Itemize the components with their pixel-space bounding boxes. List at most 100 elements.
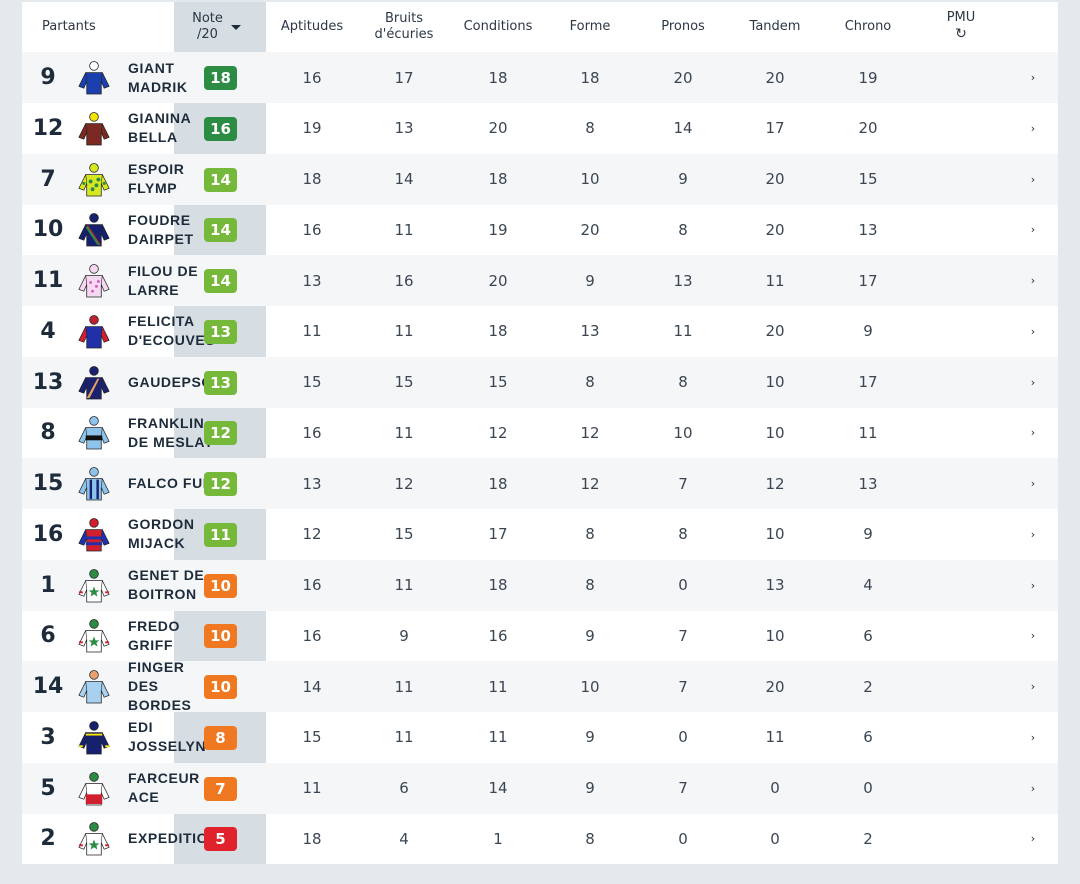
jockey-silk-icon [78,466,110,502]
refresh-icon[interactable]: ↻ [955,26,967,42]
table-row[interactable]: 9 GIANT MADRIK 18 16 17 18 18 20 20 19 › [22,52,1058,103]
score-conditions: 20 [488,271,508,290]
horse-name[interactable]: GORDON MIJACK [128,509,220,560]
table-row[interactable]: 14 FINGER DES BORDES 10 14 11 11 10 7 20 2 › [22,659,1058,713]
horse-name[interactable]: FARCEUR ACE [128,763,220,814]
score-forme: 18 [580,68,600,87]
note-badge: 10 [204,573,237,598]
note-badge: 10 [204,624,237,649]
table-row[interactable]: 7 ESPOIR FLYMP 14 18 14 18 10 9 20 15 › [22,153,1058,205]
header-tandem[interactable]: Tandem [729,2,821,52]
chevron-right-icon[interactable]: › [1030,781,1036,795]
horse-name[interactable]: FRANKLIN DE MESLAY [128,407,220,458]
chevron-right-icon[interactable]: › [1030,121,1036,135]
horse-name-text: EXPEDITION [128,830,219,847]
chevron-right-icon[interactable]: › [1030,680,1036,693]
score-bruits: 9 [399,626,409,645]
table-row[interactable]: 10 FOUDRE DAIRPET 14 16 11 19 20 8 20 13 › [22,204,1058,255]
score-forme: 9 [585,271,595,290]
score-tandem: 12 [765,474,785,493]
score-bruits: 11 [394,728,414,747]
table-row[interactable]: 12 GIANINA BELLA 16 19 13 20 8 14 17 20 › [22,103,1058,154]
horse-name[interactable]: FINGER DES BORDES [128,659,220,713]
horse-name[interactable]: GIANT MADRIK [128,52,220,103]
score-chrono: 9 [863,525,873,544]
header-note-scale: /20 [197,27,218,42]
score-conditions: 12 [488,423,508,442]
header-pmu-label: PMU [946,10,976,25]
horse-name[interactable]: GAUDEPSO [128,357,220,408]
chevron-right-icon[interactable]: › [1030,426,1036,440]
chevron-right-icon[interactable]: › [1030,274,1036,287]
table-row[interactable]: 6 FREDO GRIFF 10 16 9 16 9 7 10 6 › [22,610,1058,661]
chevron-right-icon[interactable]: › [1030,730,1036,744]
sort-desc-icon [231,25,241,30]
chevron-right-icon[interactable]: › [1030,375,1036,389]
table-row[interactable]: 15 FALCO FUN 12 13 12 18 12 7 12 13 › [22,458,1058,509]
horse-name[interactable]: GIANINA BELLA [128,103,220,154]
header-chrono[interactable]: Chrono [822,2,914,52]
chevron-right-icon[interactable]: › [1030,527,1036,541]
table-row[interactable]: 4 FELICITA D'ECOUVES 13 11 11 18 13 11 20 9 › [22,306,1058,357]
runner-number: 4 [40,318,56,344]
header-bruits-label-2: d'écuries [374,27,434,42]
score-conditions: 11 [488,728,508,747]
chevron-right-icon[interactable]: › [1030,71,1036,84]
table-row[interactable]: 3 EDI JOSSELYN 8 15 11 11 9 0 11 6 › [22,712,1058,763]
horse-name[interactable]: FOUDRE DAIRPET [128,204,220,255]
horse-name[interactable]: FALCO FUN [128,458,220,509]
header-chrono-label: Chrono [844,19,892,34]
header-aptitudes[interactable]: Aptitudes [266,2,358,52]
chevron-right-icon[interactable]: › [1030,223,1036,237]
score-pronos: 7 [678,677,688,696]
score-aptitudes: 11 [302,779,322,797]
score-bruits: 4 [399,829,409,848]
chevron-right-icon[interactable]: › [1030,629,1036,643]
note-badge: 16 [204,116,237,141]
table-row[interactable]: 2 EXPEDITION 5 18 4 1 8 0 0 2 › [22,813,1058,864]
horse-name[interactable]: GENET DE BOITRON [128,560,220,611]
score-pronos: 0 [678,829,688,848]
score-forme: 8 [585,373,595,391]
table-row[interactable]: 11 FILOU DE LARRE 14 13 16 20 9 13 11 17 › [22,255,1058,306]
table-row[interactable]: 8 FRANKLIN DE MESLAY 12 16 11 12 12 10 10 11 › [22,407,1058,458]
chevron-right-icon[interactable]: › [1030,578,1036,592]
table-row[interactable]: 16 GORDON MIJACK 11 12 15 17 8 8 10 9 › [22,509,1058,560]
note-badge: 14 [204,269,237,293]
note-badge: 11 [204,522,237,547]
table-row[interactable]: 5 FARCEUR ACE 7 11 6 14 9 7 0 0 › [22,762,1058,814]
table-row[interactable]: 13 GAUDEPSO 13 15 15 15 8 8 10 17 › [22,356,1058,408]
horse-name-text: FINGER DES BORDES [128,659,192,713]
jockey-silk-icon [78,60,110,96]
header-pronos[interactable]: Pronos [637,2,729,52]
header-note-sort[interactable]: Note /20 [174,2,266,52]
horse-name[interactable]: FELICITA D'ECOUVES [128,306,220,357]
score-forme: 8 [585,576,595,594]
header-aptitudes-label: Aptitudes [280,19,344,34]
score-chrono: 6 [863,728,873,747]
score-conditions: 16 [488,626,508,645]
chevron-right-icon[interactable]: › [1030,832,1036,846]
header-pmu[interactable]: PMU ↻ [915,2,1007,52]
runner-number: 6 [40,623,56,649]
score-pronos: 0 [678,728,688,747]
score-tandem: 20 [765,322,785,341]
horse-name[interactable]: FILOU DE LARRE [128,255,220,306]
chevron-right-icon[interactable]: › [1030,477,1036,490]
header-bruits[interactable]: Bruits d'écuries [358,2,450,52]
score-tandem: 10 [765,423,785,442]
score-aptitudes: 19 [302,119,322,138]
header-partants[interactable]: Partants [42,2,132,52]
horse-name[interactable]: EDI JOSSELYN [128,712,220,763]
header-conditions[interactable]: Conditions [452,2,544,52]
jockey-silk-icon [78,720,110,756]
table-row[interactable]: 1 GENET DE BOITRON 10 16 11 18 8 0 13 4 › [22,559,1058,611]
horse-name[interactable]: EXPEDITION [128,813,220,864]
header-bruits-label: Bruits [385,11,423,26]
chevron-right-icon[interactable]: › [1030,324,1036,338]
horse-name[interactable]: ESPOIR FLYMP [128,154,220,205]
header-forme[interactable]: Forme [544,2,636,52]
horse-name[interactable]: FREDO GRIFF [128,610,220,661]
chevron-right-icon[interactable]: › [1030,172,1036,186]
jockey-silk-icon [78,162,110,198]
